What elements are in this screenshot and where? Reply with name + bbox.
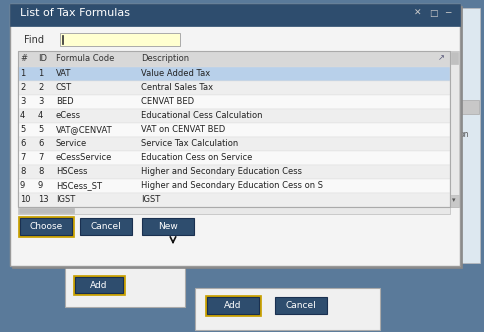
Text: 8: 8 [20, 167, 25, 176]
Text: 1: 1 [38, 69, 43, 78]
Text: ▾: ▾ [451, 197, 455, 203]
Text: 1: 1 [20, 69, 25, 78]
Text: IGST: IGST [56, 195, 75, 204]
Text: Find: Find [24, 35, 44, 45]
Text: ↗: ↗ [437, 53, 444, 62]
Bar [18, 216, 74, 237]
Text: 9: 9 [38, 181, 43, 190]
Bar [205, 295, 260, 316]
Bar [18, 165, 449, 179]
Text: Add: Add [90, 281, 107, 290]
Bar [449, 51, 458, 207]
Text: Higher and Secondary Education Cess on S: Higher and Secondary Education Cess on S [141, 181, 322, 190]
Text: Cancel: Cancel [91, 222, 121, 231]
Bar [12, 6, 461, 268]
Text: 6: 6 [38, 139, 43, 148]
Text: Description: Description [141, 54, 189, 63]
Text: 7: 7 [20, 153, 25, 162]
Bar [274, 297, 326, 314]
Bar [62, 35, 63, 44]
Text: Service: Service [56, 139, 87, 148]
Text: Service Tax Calculation: Service Tax Calculation [141, 139, 238, 148]
Text: CENVAT BED: CENVAT BED [141, 97, 194, 106]
Text: 2: 2 [38, 83, 43, 92]
Text: □: □ [428, 9, 437, 18]
Bar [195, 288, 379, 330]
Text: VAT on CENVAT BED: VAT on CENVAT BED [141, 125, 225, 134]
Text: Value Added Tax: Value Added Tax [141, 69, 210, 78]
Text: 2: 2 [20, 83, 25, 92]
Bar [18, 179, 449, 193]
Bar [65, 265, 184, 307]
Bar [18, 109, 449, 123]
Bar [20, 218, 72, 235]
Bar [449, 195, 458, 207]
Bar [18, 51, 449, 67]
Text: #: # [20, 54, 27, 63]
Bar [18, 67, 449, 81]
Bar [80, 218, 132, 235]
Text: 4: 4 [20, 111, 25, 120]
Text: eCessService: eCessService [56, 153, 112, 162]
Text: 8: 8 [38, 167, 43, 176]
Text: Education Cess on Service: Education Cess on Service [141, 153, 252, 162]
Text: 3: 3 [20, 97, 25, 106]
Bar [450, 52, 457, 64]
Bar [207, 297, 258, 314]
Text: Higher and Secondary Education Cess: Higher and Secondary Education Cess [141, 167, 302, 176]
Bar [18, 51, 449, 207]
Bar [18, 123, 449, 137]
Bar [10, 4, 459, 266]
Text: 6: 6 [20, 139, 25, 148]
Text: ID: ID [38, 54, 47, 63]
Text: ─: ─ [444, 9, 450, 18]
Text: eCess: eCess [56, 111, 81, 120]
Text: HSCess: HSCess [56, 167, 87, 176]
Text: 10: 10 [20, 195, 30, 204]
Text: Choose: Choose [30, 222, 62, 231]
Bar [10, 4, 459, 26]
Text: on: on [459, 130, 469, 139]
Text: List of Tax Formulas: List of Tax Formulas [20, 8, 130, 18]
Bar [18, 95, 449, 109]
Text: New: New [158, 222, 178, 231]
Bar [18, 207, 449, 214]
Text: 5: 5 [20, 125, 25, 134]
Text: IGST: IGST [141, 195, 160, 204]
Text: 4: 4 [38, 111, 43, 120]
Text: 7: 7 [38, 153, 43, 162]
Text: BED: BED [56, 97, 74, 106]
Bar [75, 277, 123, 293]
Text: 5: 5 [38, 125, 43, 134]
Bar [18, 193, 449, 207]
Bar [18, 151, 449, 165]
Text: ✕: ✕ [413, 9, 421, 18]
Bar [457, 8, 479, 263]
Text: Add: Add [224, 301, 241, 310]
Text: Educational Cess Calculation: Educational Cess Calculation [141, 111, 262, 120]
Text: CST: CST [56, 83, 72, 92]
Text: Cancel: Cancel [285, 301, 316, 310]
Text: HSCess_ST: HSCess_ST [56, 181, 102, 190]
Bar [60, 33, 180, 46]
Text: Central Sales Tax: Central Sales Tax [141, 83, 212, 92]
Bar [19, 208, 74, 213]
Bar [73, 275, 125, 295]
Text: VAT: VAT [56, 69, 71, 78]
Text: VAT@CENVAT: VAT@CENVAT [56, 125, 112, 134]
Text: 3: 3 [38, 97, 43, 106]
Bar [18, 137, 449, 151]
Bar [458, 100, 478, 114]
Bar [18, 81, 449, 95]
Text: 9: 9 [20, 181, 25, 190]
Text: Formula Code: Formula Code [56, 54, 114, 63]
Bar [142, 218, 194, 235]
Text: 13: 13 [38, 195, 48, 204]
